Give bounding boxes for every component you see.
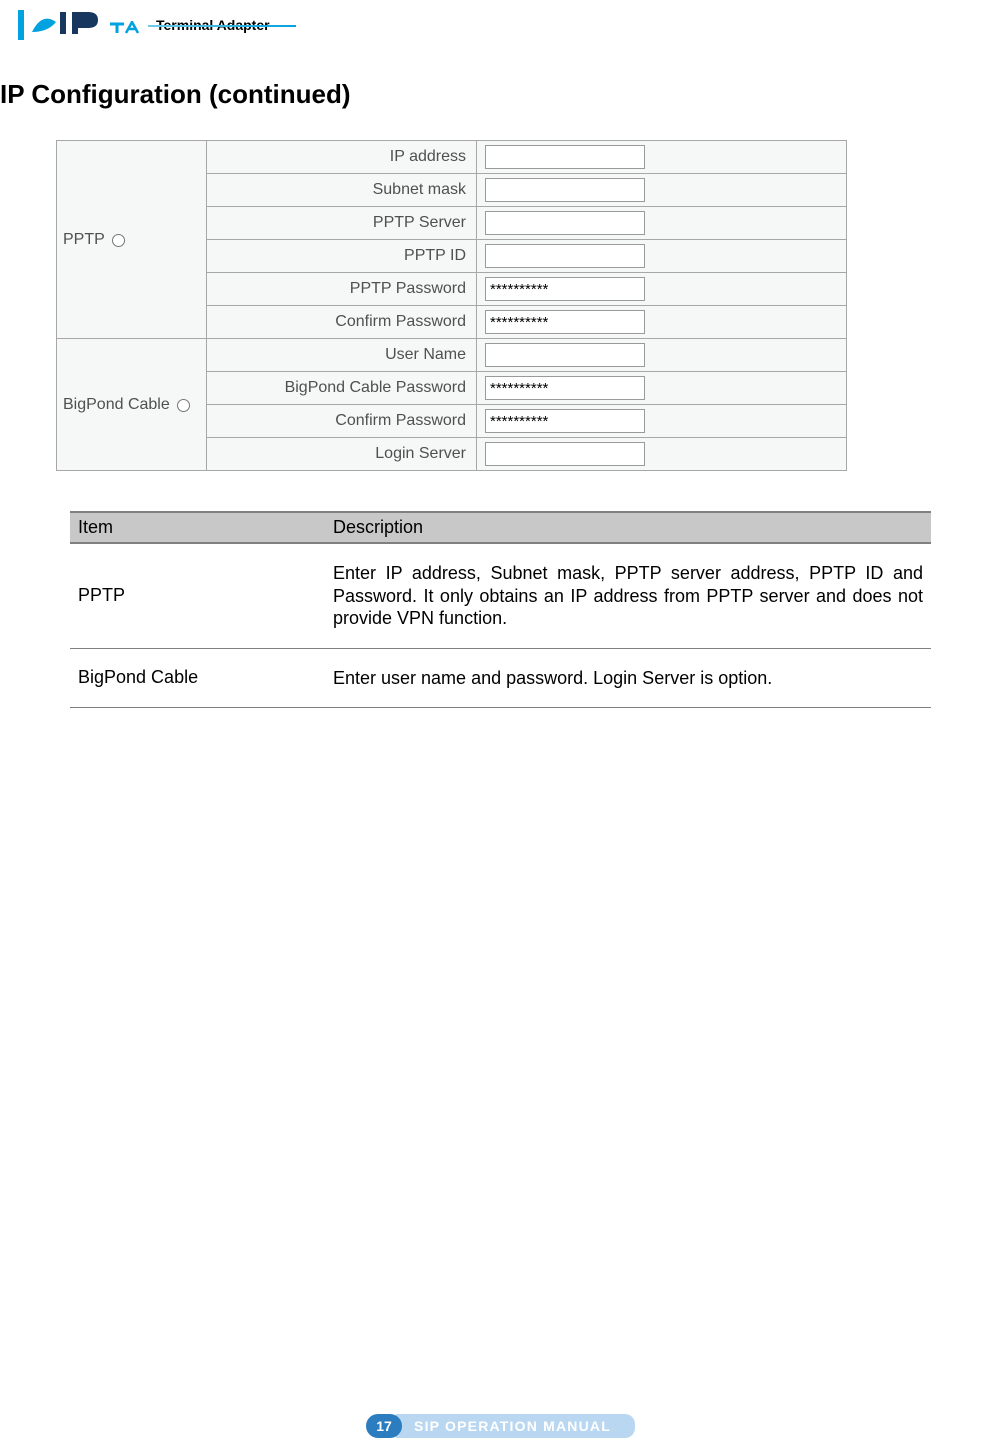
- field-cell: [477, 438, 847, 471]
- logo-ta-icon: [110, 21, 140, 40]
- page-number-badge: 17: [366, 1414, 402, 1438]
- field-cell: [477, 207, 847, 240]
- product-logo: [18, 10, 148, 40]
- field-label: Login Server: [207, 438, 477, 471]
- section-label-text: BigPond Cable: [63, 396, 170, 413]
- page-title: IP Configuration (continued): [0, 47, 1001, 110]
- desc-header-item: Item: [70, 513, 325, 542]
- field-label: PPTP ID: [207, 240, 477, 273]
- field-input[interactable]: [485, 178, 645, 202]
- section-label-text: PPTP: [63, 231, 105, 248]
- field-input[interactable]: [485, 442, 645, 466]
- field-cell: [477, 372, 847, 405]
- field-label: Confirm Password: [207, 306, 477, 339]
- field-cell: [477, 405, 847, 438]
- field-label: Confirm Password: [207, 405, 477, 438]
- description-row: BigPond CableEnter user name and passwor…: [70, 649, 931, 709]
- field-label: PPTP Password: [207, 273, 477, 306]
- section-radio[interactable]: [177, 399, 190, 412]
- page-footer: 17 SIP OPERATION MANUAL: [0, 1414, 1001, 1438]
- field-input[interactable]: [485, 244, 645, 268]
- section-radio[interactable]: [112, 234, 125, 247]
- description-text: Enter IP address, Subnet mask, PPTP serv…: [325, 562, 931, 630]
- description-text: Enter user name and password. Login Serv…: [325, 667, 931, 690]
- field-cell: [477, 273, 847, 306]
- description-item: PPTP: [70, 562, 325, 630]
- field-input[interactable]: [485, 376, 645, 400]
- header-underline: [148, 25, 296, 27]
- footer-title: SIP OPERATION MANUAL: [396, 1414, 635, 1438]
- field-input[interactable]: [485, 145, 645, 169]
- field-input[interactable]: [485, 277, 645, 301]
- section-label: BigPond Cable: [57, 339, 207, 471]
- field-label: PPTP Server: [207, 207, 477, 240]
- logo-bar-icon: [18, 10, 24, 40]
- page-header: Terminal Adapter: [0, 0, 1001, 47]
- field-input[interactable]: [485, 409, 645, 433]
- desc-header-description: Description: [325, 513, 931, 542]
- field-label: BigPond Cable Password: [207, 372, 477, 405]
- field-input[interactable]: [485, 343, 645, 367]
- field-cell: [477, 174, 847, 207]
- description-table: Item Description PPTPEnter IP address, S…: [70, 511, 931, 708]
- field-cell: [477, 306, 847, 339]
- field-label: IP address: [207, 141, 477, 174]
- config-form-table: PPTP IP addressSubnet maskPPTP ServerPPT…: [56, 140, 847, 471]
- description-table-header: Item Description: [70, 511, 931, 544]
- field-input[interactable]: [485, 211, 645, 235]
- field-input[interactable]: [485, 310, 645, 334]
- description-row: PPTPEnter IP address, Subnet mask, PPTP …: [70, 544, 931, 649]
- field-cell: [477, 141, 847, 174]
- field-cell: [477, 339, 847, 372]
- description-item: BigPond Cable: [70, 667, 325, 690]
- section-label: PPTP: [57, 141, 207, 339]
- logo-sip-icon: [30, 10, 112, 40]
- field-label: User Name: [207, 339, 477, 372]
- field-cell: [477, 240, 847, 273]
- field-label: Subnet mask: [207, 174, 477, 207]
